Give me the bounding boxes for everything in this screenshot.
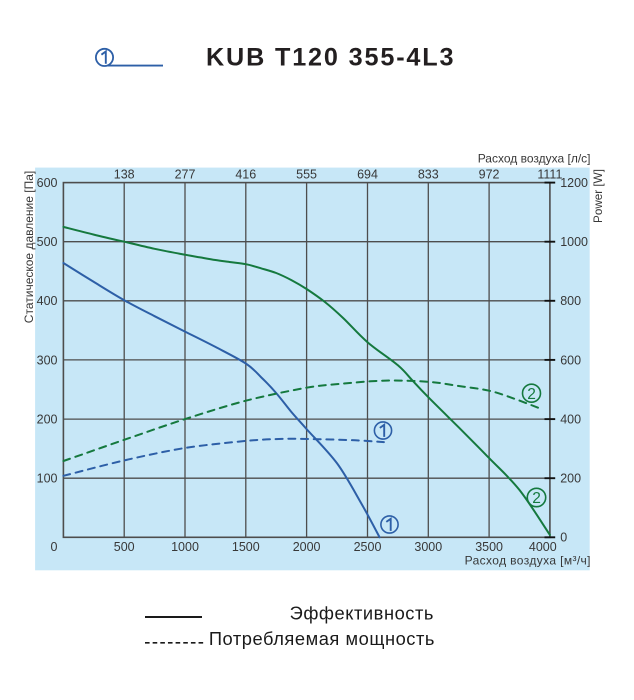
svg-text:Расход воздуха [л/с]: Расход воздуха [л/с] (478, 152, 591, 166)
svg-text:400: 400 (37, 294, 58, 308)
svg-text:200: 200 (37, 413, 58, 427)
svg-text:Эффективность: Эффективность (290, 603, 434, 624)
svg-text:500: 500 (37, 235, 58, 249)
svg-text:300: 300 (37, 353, 58, 367)
svg-text:Статическое давление [Па]: Статическое давление [Па] (22, 171, 36, 323)
svg-text:Потребляемая мощность: Потребляемая мощность (209, 628, 435, 649)
svg-text:694: 694 (357, 168, 378, 182)
svg-text:3500: 3500 (475, 540, 503, 554)
svg-text:0: 0 (51, 540, 58, 554)
svg-text:2000: 2000 (293, 540, 321, 554)
svg-text:1200: 1200 (560, 176, 588, 190)
svg-text:3000: 3000 (414, 540, 442, 554)
svg-text:600: 600 (37, 176, 58, 190)
svg-text:800: 800 (560, 294, 581, 308)
svg-text:1000: 1000 (171, 540, 199, 554)
svg-text:2: 2 (532, 490, 541, 507)
svg-text:2: 2 (527, 386, 536, 403)
svg-text:KUB T120 355-4L3: KUB T120 355-4L3 (206, 44, 455, 72)
svg-text:2500: 2500 (354, 540, 382, 554)
svg-text:138: 138 (114, 168, 135, 182)
svg-text:833: 833 (418, 168, 439, 182)
svg-text:Расход воздуха [м³/ч]: Расход воздуха [м³/ч] (465, 554, 591, 568)
svg-text:Power [W]: Power [W] (592, 169, 605, 223)
svg-text:200: 200 (560, 472, 581, 486)
svg-text:1500: 1500 (232, 540, 260, 554)
svg-text:100: 100 (37, 472, 58, 486)
svg-text:1000: 1000 (560, 235, 588, 249)
svg-text:555: 555 (296, 168, 317, 182)
svg-text:972: 972 (479, 168, 500, 182)
svg-text:416: 416 (235, 168, 256, 182)
svg-text:500: 500 (114, 540, 135, 554)
svg-text:1111: 1111 (537, 168, 562, 182)
svg-text:277: 277 (175, 168, 196, 182)
svg-text:600: 600 (560, 353, 581, 367)
svg-text:400: 400 (560, 413, 581, 427)
svg-text:4000: 4000 (529, 540, 557, 554)
svg-text:0: 0 (560, 531, 567, 545)
